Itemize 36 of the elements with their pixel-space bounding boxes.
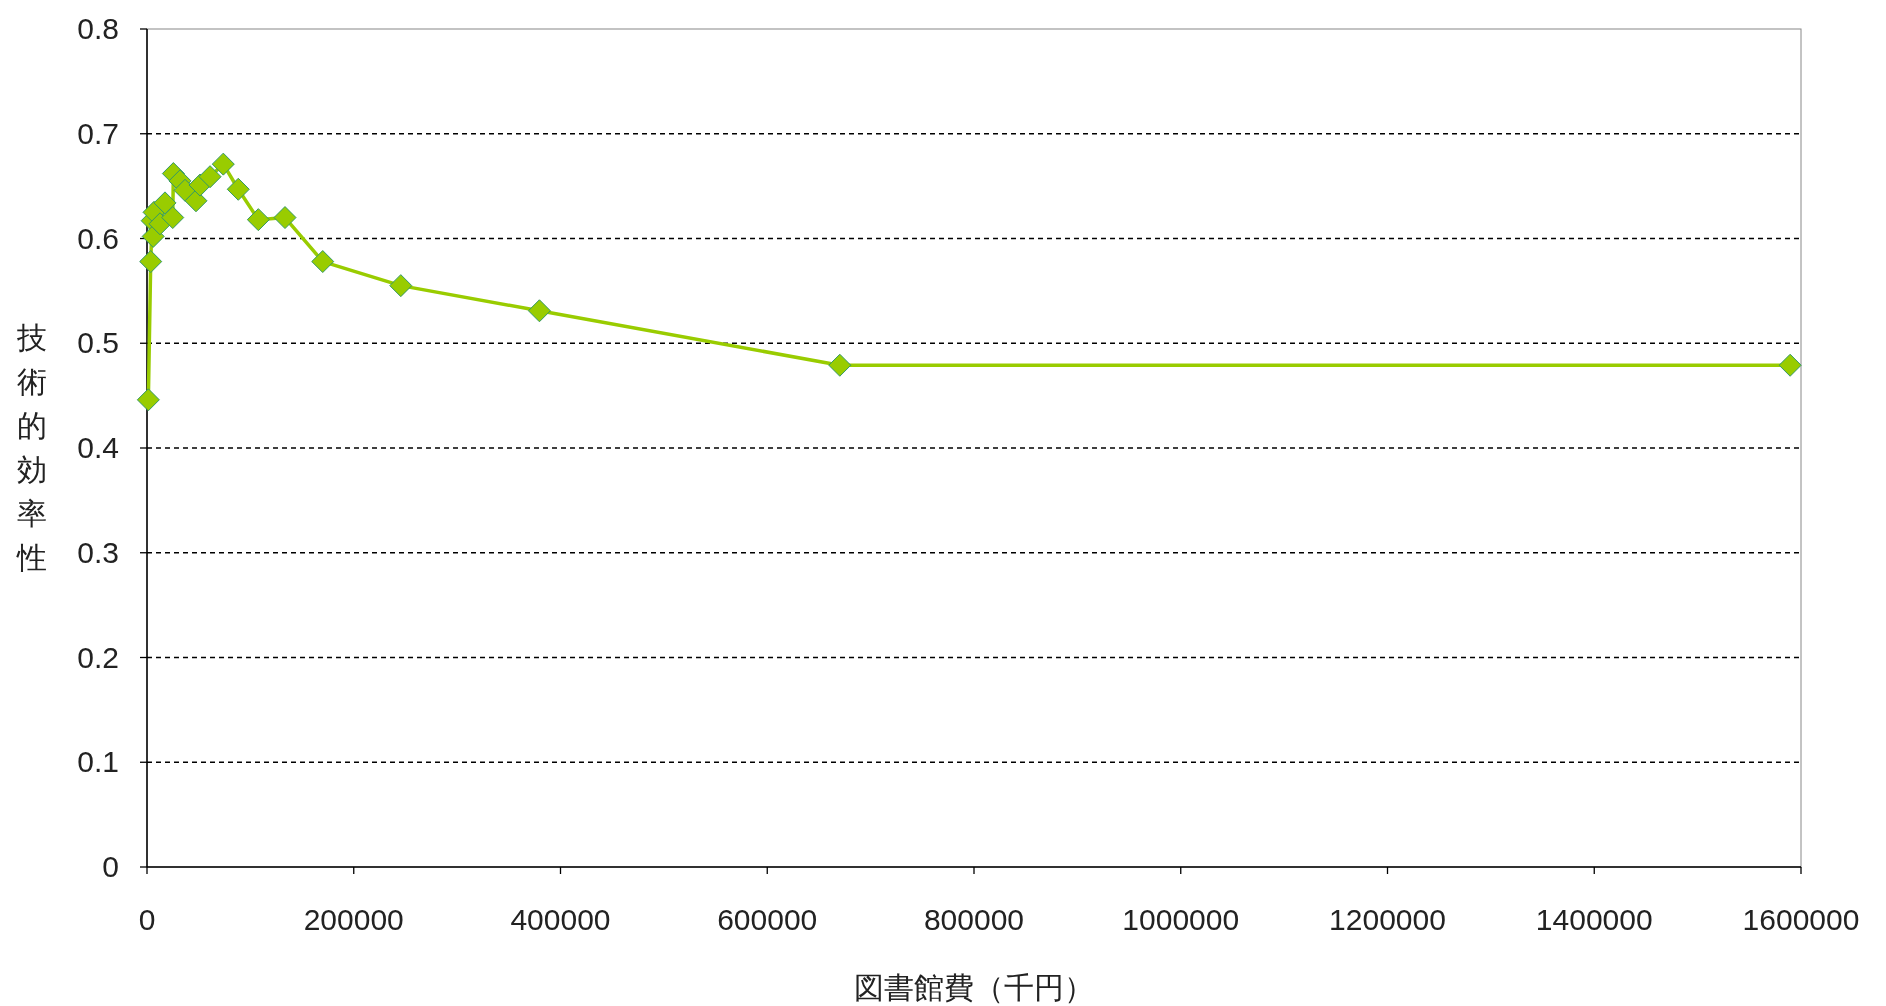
point <box>828 353 852 377</box>
y-tick-label: 0.7 <box>77 116 119 150</box>
point <box>389 274 413 298</box>
point <box>273 206 297 230</box>
x-tick-label: 0 <box>138 903 156 936</box>
point <box>211 152 235 176</box>
point <box>1778 353 1802 377</box>
y-tick-label: 0.3 <box>77 535 119 569</box>
y-tick-label: 0.4 <box>77 431 119 464</box>
x-tick-label: 1200000 <box>1329 903 1446 936</box>
y-axis-title: 技術的効率性 <box>16 321 47 574</box>
y-tick-label: 0.8 <box>77 12 119 45</box>
x-tick-label: 1600000 <box>1742 903 1860 936</box>
y-tick-label: 0.2 <box>77 640 119 674</box>
point <box>161 206 185 230</box>
y-tick-label: 0.5 <box>77 326 119 360</box>
point <box>139 250 163 274</box>
y-tick-label: 0 <box>102 850 119 883</box>
point <box>184 189 208 213</box>
x-tick-label: 600000 <box>717 903 818 936</box>
point <box>246 208 270 232</box>
point <box>226 177 250 201</box>
point <box>148 212 172 236</box>
x-axis-title: 図書館費（千円） <box>854 971 1094 1004</box>
point <box>311 250 335 274</box>
x-tick-label: 1400000 <box>1535 903 1653 936</box>
point <box>527 299 551 323</box>
y-tick-label: 0.6 <box>77 221 119 255</box>
x-tick-label: 200000 <box>303 903 404 936</box>
x-tick-label: 400000 <box>510 903 611 936</box>
x-tick-label: 1000000 <box>1122 903 1240 936</box>
point <box>136 388 160 412</box>
y-tick-label: 0.1 <box>77 745 119 779</box>
x-tick-label: 800000 <box>923 903 1025 936</box>
point <box>153 191 177 215</box>
point <box>198 165 222 189</box>
